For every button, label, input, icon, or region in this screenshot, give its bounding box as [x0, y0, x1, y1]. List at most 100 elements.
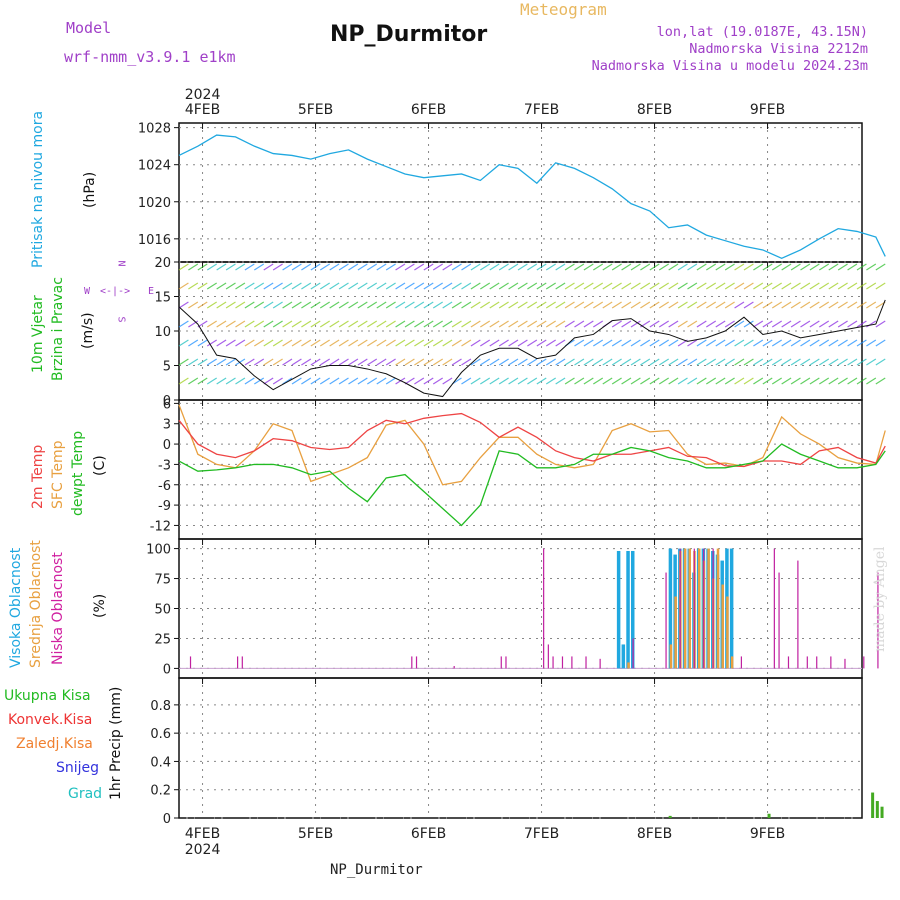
wind-barb — [282, 301, 293, 309]
wind-barb — [517, 301, 528, 309]
wind-barb — [856, 282, 867, 290]
wind-barb — [809, 339, 820, 347]
cloud-high-bar — [729, 548, 734, 669]
wind-barb — [376, 263, 387, 271]
wind-barb — [724, 339, 735, 347]
wind-barb — [734, 301, 745, 309]
ytick-label-cloud: 25 — [154, 632, 171, 647]
wind-barb — [206, 377, 217, 385]
wind-barb — [771, 377, 782, 385]
wind-barb — [621, 377, 632, 385]
wind-barb — [225, 320, 236, 328]
wind-barb — [677, 358, 688, 366]
cloud-high-bar — [668, 548, 673, 669]
wind-barb — [508, 377, 519, 385]
ytick-label-precip: 0.4 — [150, 755, 171, 770]
wind-barb — [254, 377, 265, 385]
wind-barb — [329, 377, 340, 385]
wind-barb — [338, 339, 349, 347]
wind-barb — [357, 358, 368, 366]
cloud-low-bar — [241, 656, 243, 669]
cloud-low-bar — [844, 658, 846, 669]
wind-barb — [197, 358, 208, 366]
wind-barb — [272, 377, 283, 385]
wind-barb — [404, 282, 415, 290]
wind-barb — [771, 301, 782, 309]
day-label-bottom: 8FEB — [637, 826, 672, 842]
wind-barb — [301, 358, 312, 366]
wind-barb — [602, 339, 613, 347]
wind-barb — [753, 282, 764, 290]
wind-barb — [178, 339, 189, 347]
wind-barb — [480, 377, 491, 385]
wind-barb — [291, 320, 302, 328]
wind-barb — [866, 377, 877, 385]
ytick-label-wind: 5 — [163, 360, 171, 375]
model-label: Model — [66, 19, 112, 37]
wind-barb — [677, 320, 688, 328]
wind-barb — [254, 358, 265, 366]
wind-barb — [508, 263, 519, 271]
wind-barb — [414, 377, 425, 385]
wind-barb — [687, 339, 698, 347]
wind-barb — [367, 263, 378, 271]
wind-barb — [291, 263, 302, 271]
ytick-label-temperature: 3 — [163, 418, 171, 433]
cloud-low-bar — [703, 548, 705, 669]
temp-2m-line — [178, 412, 886, 468]
wind-barb — [630, 263, 641, 271]
wind-barb — [762, 339, 773, 347]
wind-barb — [206, 358, 217, 366]
wind-barb — [348, 377, 359, 385]
wind-barb — [706, 339, 717, 347]
wind-barb — [498, 358, 509, 366]
wind-barb — [555, 358, 566, 366]
cloud-mid-bar — [669, 644, 673, 669]
wind-barb — [706, 301, 717, 309]
ytick-label-pressure: 1016 — [138, 233, 171, 248]
wind-barb — [414, 358, 425, 366]
wind-barb — [555, 339, 566, 347]
wind-barb — [819, 320, 830, 328]
wind-barb — [461, 282, 472, 290]
cloud-low-bar — [693, 548, 695, 669]
wind-barb — [244, 263, 255, 271]
wind-barb — [583, 282, 594, 290]
wind-barb — [282, 263, 293, 271]
wind-barb — [404, 358, 415, 366]
wind-barb — [658, 358, 669, 366]
wind-barb — [527, 282, 538, 290]
wind-barb — [442, 377, 453, 385]
wind-barb — [291, 339, 302, 347]
wind-barb — [658, 339, 669, 347]
compass-east-icon: E — [148, 286, 155, 297]
cloud-high-bar — [621, 644, 626, 669]
wind-barb — [216, 377, 227, 385]
wind-barb — [790, 301, 801, 309]
wind-barb — [706, 320, 717, 328]
ytick-label-cloud: 50 — [154, 603, 171, 618]
wind-barb — [338, 301, 349, 309]
wind-barb — [790, 263, 801, 271]
wind-barb — [819, 263, 830, 271]
wind-barb — [423, 301, 434, 309]
ytick-label-temperature: 0 — [163, 438, 171, 453]
wind-barb — [423, 320, 434, 328]
wind-barb — [781, 339, 792, 347]
wind-barb — [385, 282, 396, 290]
wind-barb — [809, 263, 820, 271]
wind-barb — [254, 301, 265, 309]
wind-barb — [715, 263, 726, 271]
wind-barb — [743, 377, 754, 385]
wind-barb — [470, 282, 481, 290]
wind-barb — [809, 301, 820, 309]
wind-barb — [564, 320, 575, 328]
wind-barb — [338, 320, 349, 328]
wind-barb — [734, 377, 745, 385]
wind-barb — [376, 320, 387, 328]
wind-barb — [875, 282, 886, 290]
ytick-label-pressure: 1024 — [138, 159, 171, 174]
day-label-bottom: 9FEB — [750, 826, 785, 842]
wind-barb — [875, 358, 886, 366]
wind-barb — [668, 339, 679, 347]
